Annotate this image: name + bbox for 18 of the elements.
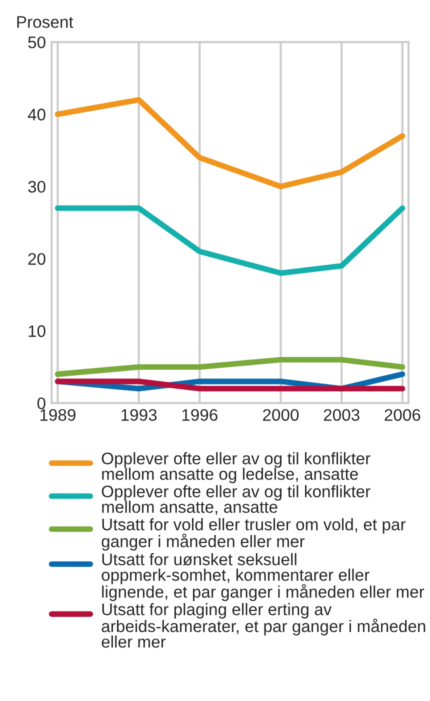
y-axis-title: Prosent [17, 16, 74, 28]
x-tick-label: 1989 [40, 409, 76, 421]
y-tick-label: 50 [28, 36, 46, 48]
y-tick-label: 20 [28, 253, 46, 265]
y-tick-label: 10 [28, 325, 46, 338]
y-tick-label: 0 [37, 397, 46, 410]
x-tick-label: 2000 [263, 409, 299, 421]
legend-label: Opplever ofte eller av og til konflikter mellom ansatte og ledelse, ansatte [102, 452, 370, 484]
x-tick-label: 1996 [182, 409, 218, 421]
legend-label: Opplever ofte eller av og til konflikter mellom ansatte, ansatte [102, 485, 370, 515]
legend-label: Utsatt for plaging eller erting av arbeids-kamerater, et par ganger i måneden eller mer [102, 603, 426, 648]
x-tick-label: 2006 [384, 409, 420, 421]
y-tick-label: 30 [28, 180, 46, 193]
legend-label: Utsatt for vold eller trusler om vold, et par ganger i måneden eller mer [102, 518, 406, 551]
x-tick-label: 2003 [324, 409, 360, 421]
legend-label: Utsatt for uønsket seksuell oppmerk-somhet, kommentarer eller lignende, et par ganger i måneden eller mer [102, 553, 424, 602]
y-tick-label: 40 [28, 108, 46, 120]
x-tick-label: 1993 [122, 409, 157, 421]
